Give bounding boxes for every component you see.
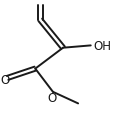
Text: OH: OH bbox=[93, 40, 111, 53]
Text: O: O bbox=[47, 91, 56, 104]
Text: O: O bbox=[0, 73, 10, 86]
